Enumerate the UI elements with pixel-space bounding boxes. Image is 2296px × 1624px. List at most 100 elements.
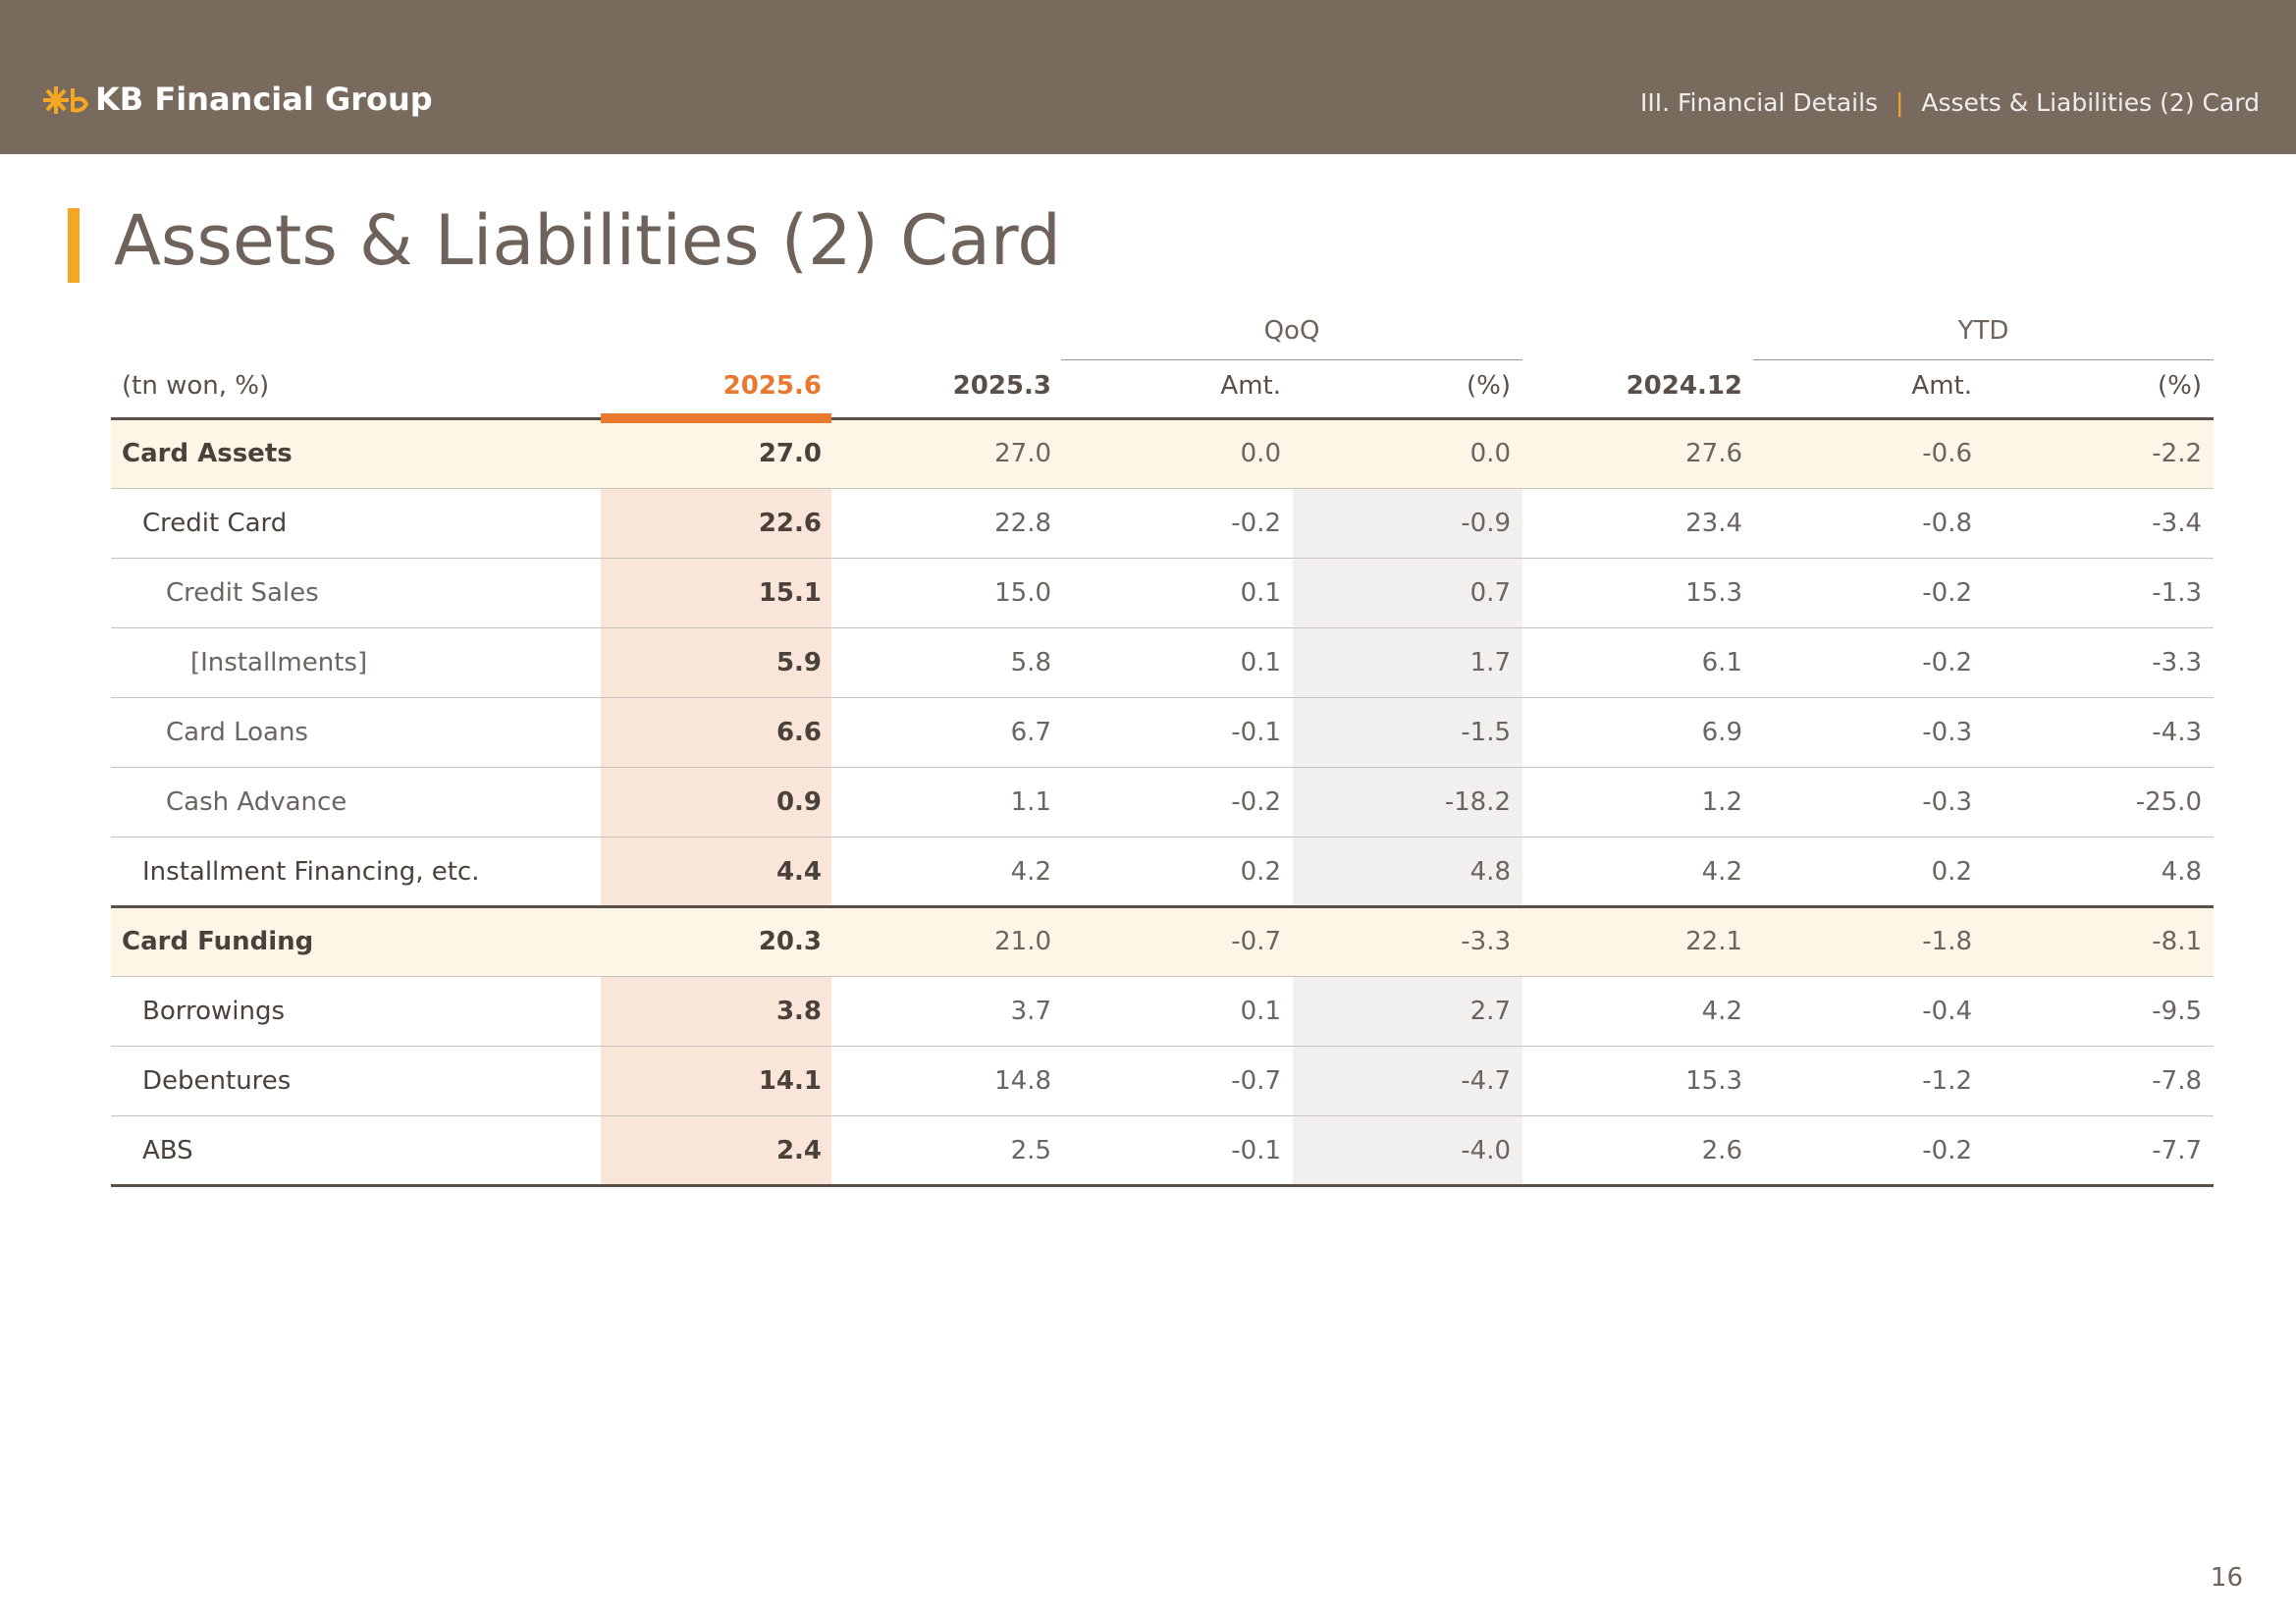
- row-rule: [111, 697, 2214, 698]
- logo-icon: [43, 86, 89, 114]
- cell-value: 0.7: [1469, 578, 1511, 608]
- cell-value: -7.7: [2152, 1136, 2202, 1165]
- row-rule: [111, 905, 2214, 908]
- cell-value: -0.1: [1231, 1136, 1281, 1165]
- row-label: Borrowings: [142, 997, 286, 1026]
- cell-value: -25.0: [2135, 787, 2202, 817]
- cell-value: -4.0: [1461, 1136, 1511, 1165]
- group-rule: [1061, 359, 1522, 360]
- highlight-cell-total: [601, 907, 831, 977]
- cell-value: -7.8: [2152, 1066, 2202, 1096]
- pct-column-shade: [1293, 628, 1522, 698]
- cell-value: -0.2: [1231, 787, 1281, 817]
- cell-value: 4.8: [1469, 857, 1511, 887]
- row-rule: [111, 976, 2214, 977]
- cell-value: -3.4: [2152, 509, 2202, 538]
- cell-value: -0.9: [1461, 509, 1511, 538]
- page-number: 16: [2210, 1563, 2243, 1593]
- cell-value: 1.2: [1701, 787, 1742, 817]
- row-label: Card Assets: [122, 439, 293, 468]
- cell-value: -0.3: [1922, 718, 1972, 747]
- pct-column-shade: [1293, 1047, 1522, 1116]
- cell-value: -4.3: [2152, 718, 2202, 747]
- row-label: Card Funding: [122, 927, 314, 956]
- cell-value: 15.3: [1685, 1066, 1742, 1096]
- row-label: [Installments]: [190, 648, 368, 677]
- group-header: YTD: [1957, 316, 2009, 346]
- cell-value: -0.1: [1231, 718, 1281, 747]
- row-label: Cash Advance: [166, 787, 347, 817]
- cell-value: 22.1: [1685, 927, 1742, 956]
- cell-value: 6.7: [1010, 718, 1051, 747]
- cell-value: 0.1: [1240, 648, 1281, 677]
- cell-value: -2.2: [2152, 439, 2202, 468]
- cell-value: 0.2: [1931, 857, 1972, 887]
- column-header: 2024.12: [1626, 371, 1742, 401]
- section: III. Financial Details: [1639, 88, 1879, 117]
- cell-value: 27.0: [758, 439, 822, 468]
- cell-value: -3.3: [1461, 927, 1511, 956]
- cell-value: 0.1: [1240, 997, 1281, 1026]
- cell-value: -0.2: [1231, 509, 1281, 538]
- row-rule: [111, 1115, 2214, 1116]
- cell-value: -0.3: [1922, 787, 1972, 817]
- column-header: (%): [2158, 371, 2202, 401]
- column-header: Amt.: [1911, 371, 1972, 401]
- cell-value: -18.2: [1444, 787, 1511, 817]
- cell-value: -1.5: [1461, 718, 1511, 747]
- cell-value: 0.9: [775, 787, 822, 817]
- cell-value: 15.1: [758, 578, 822, 608]
- highlight-cell-total: [601, 419, 831, 489]
- cell-value: -1.3: [2152, 578, 2202, 608]
- cell-value: 0.2: [1240, 857, 1281, 887]
- total-row-bg: [111, 419, 2214, 489]
- cell-value: 14.1: [758, 1066, 822, 1096]
- cell-value: 4.2: [1701, 997, 1742, 1026]
- cell-value: 6.1: [1701, 648, 1742, 677]
- cell-value: 0.0: [1240, 439, 1281, 468]
- cell-value: 0.1: [1240, 578, 1281, 608]
- breadcrumb: III. Financial Details | Assets & Liabil…: [1640, 88, 2260, 117]
- cell-value: -0.2: [1922, 648, 1972, 677]
- cell-value: -1.2: [1922, 1066, 1972, 1096]
- pct-column-shade: [1293, 559, 1522, 628]
- cell-value: 1.7: [1469, 648, 1511, 677]
- cell-value: 22.8: [994, 509, 1051, 538]
- cell-value: 6.6: [775, 718, 822, 747]
- cell-value: 6.9: [1701, 718, 1742, 747]
- cell-value: 3.7: [1010, 997, 1051, 1026]
- cell-value: 2.6: [1701, 1136, 1742, 1165]
- logo-text: KB Financial Group: [95, 81, 433, 118]
- cell-value: -4.7: [1461, 1066, 1511, 1096]
- cell-value: -9.5: [2152, 997, 2202, 1026]
- cell-value: 15.0: [994, 578, 1051, 608]
- row-rule: [111, 1046, 2214, 1047]
- cell-value: 2.5: [1010, 1136, 1051, 1165]
- row-label: Debentures: [142, 1066, 292, 1096]
- pct-column-shade: [1293, 977, 1522, 1047]
- cell-value: -8.1: [2152, 927, 2202, 956]
- group-header: QoQ: [1263, 316, 1320, 346]
- cell-value: -0.7: [1231, 1066, 1281, 1096]
- header-bar: KB Financial Group III. Financial Detail…: [0, 0, 2296, 154]
- cell-value: 5.9: [775, 648, 822, 677]
- row-rule: [111, 767, 2214, 768]
- cell-value: -0.2: [1922, 1136, 1972, 1165]
- cell-value: 4.8: [2161, 857, 2202, 887]
- page-title: Assets & Liabilities (2) Card: [1921, 88, 2260, 117]
- cell-value: 23.4: [1685, 509, 1742, 538]
- cell-value: -0.7: [1231, 927, 1281, 956]
- cell-value: 2.4: [775, 1136, 822, 1165]
- column-header: (%): [1467, 371, 1511, 401]
- header-rule: [111, 417, 2214, 420]
- pct-column-shade: [1293, 838, 1522, 907]
- cell-value: -0.4: [1922, 997, 1972, 1026]
- row-rule: [111, 627, 2214, 628]
- cell-value: 4.2: [1701, 857, 1742, 887]
- cell-value: 20.3: [758, 927, 822, 956]
- cell-value: 14.8: [994, 1066, 1051, 1096]
- cell-value: 1.1: [1010, 787, 1051, 817]
- row-rule: [111, 558, 2214, 559]
- unit-label: (tn won, %): [122, 371, 270, 401]
- column-header: Amt.: [1220, 371, 1281, 401]
